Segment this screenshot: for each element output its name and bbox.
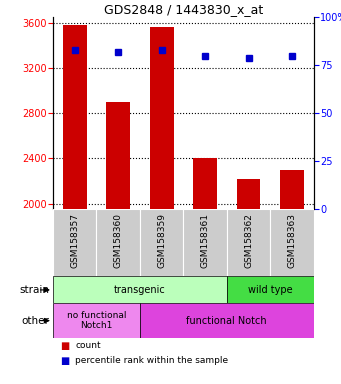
Bar <box>183 209 227 276</box>
Bar <box>96 209 140 276</box>
Text: strain: strain <box>19 285 49 295</box>
Text: percentile rank within the sample: percentile rank within the sample <box>75 356 228 366</box>
Bar <box>140 209 183 276</box>
Text: functional Notch: functional Notch <box>187 316 267 326</box>
Bar <box>53 209 97 276</box>
Bar <box>227 276 314 303</box>
Text: GSM158363: GSM158363 <box>287 213 296 268</box>
Text: ■: ■ <box>60 356 69 366</box>
Text: other: other <box>21 316 49 326</box>
Bar <box>53 303 140 338</box>
Bar <box>106 102 130 209</box>
Bar <box>270 209 314 276</box>
Text: no functional
Notch1: no functional Notch1 <box>66 311 126 330</box>
Bar <box>53 276 227 303</box>
Bar <box>150 27 174 209</box>
Text: GSM158359: GSM158359 <box>157 213 166 268</box>
Bar <box>140 303 314 338</box>
Text: GSM158357: GSM158357 <box>70 213 79 268</box>
Text: count: count <box>75 341 101 350</box>
Text: wild type: wild type <box>248 285 293 295</box>
Title: GDS2848 / 1443830_x_at: GDS2848 / 1443830_x_at <box>104 3 263 16</box>
Bar <box>237 179 261 209</box>
Bar <box>63 25 87 209</box>
Text: GSM158362: GSM158362 <box>244 213 253 268</box>
Text: ■: ■ <box>60 341 69 351</box>
Bar <box>227 209 270 276</box>
Bar <box>280 170 304 209</box>
Text: GSM158360: GSM158360 <box>114 213 122 268</box>
Text: GSM158361: GSM158361 <box>201 213 209 268</box>
Bar <box>193 159 217 209</box>
Text: transgenic: transgenic <box>114 285 166 295</box>
